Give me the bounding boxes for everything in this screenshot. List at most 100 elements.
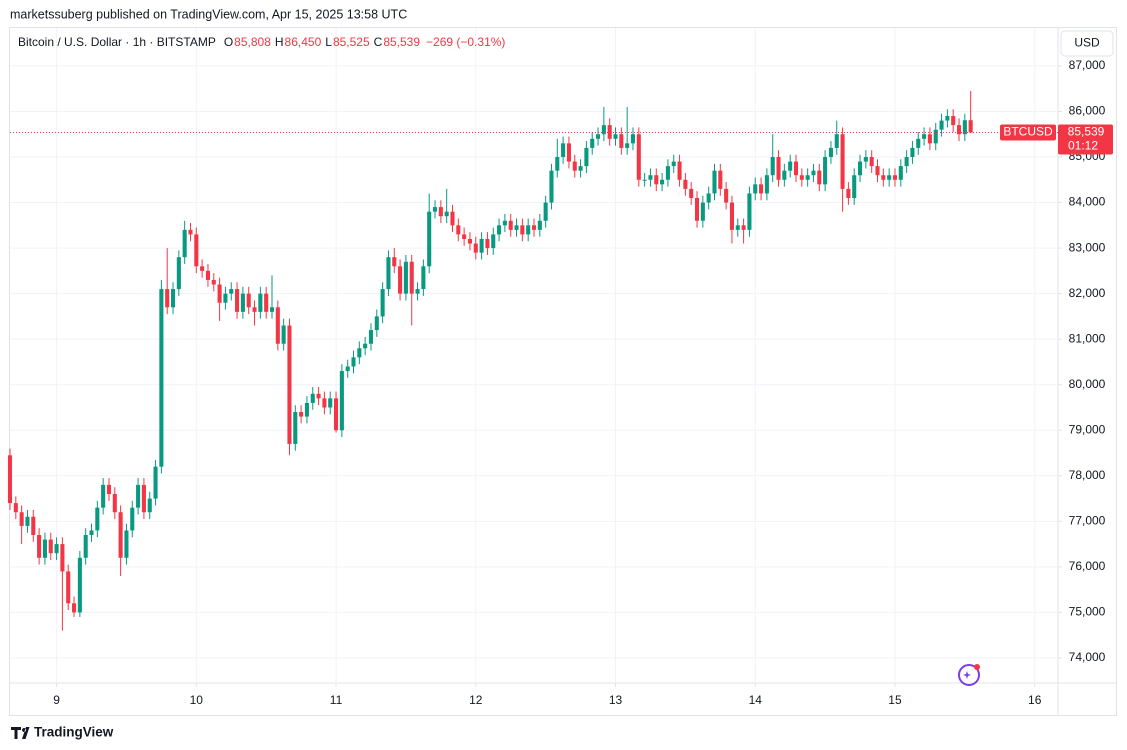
candle-body bbox=[683, 179, 688, 189]
candle-body bbox=[147, 498, 152, 513]
candle-body bbox=[596, 134, 601, 139]
y-tick-label: 74,000 bbox=[1069, 650, 1106, 664]
candle-body bbox=[7, 455, 13, 504]
candle-body bbox=[252, 307, 257, 312]
candle-body bbox=[927, 134, 932, 144]
candle-body bbox=[898, 166, 903, 180]
candle-body bbox=[805, 175, 810, 180]
candle-body bbox=[264, 293, 269, 312]
candle-body bbox=[497, 225, 502, 235]
ohlc-value: 85,539 bbox=[383, 35, 420, 49]
candle-body bbox=[235, 289, 240, 312]
x-tick-label: 9 bbox=[53, 693, 60, 707]
ticker-tag bbox=[1000, 124, 1056, 141]
candle-body bbox=[811, 170, 816, 176]
candle-body bbox=[432, 207, 438, 212]
candle-body bbox=[630, 134, 636, 144]
ohlc-value: 85,808 bbox=[234, 35, 271, 49]
candle-body bbox=[945, 116, 950, 121]
candle-body bbox=[368, 330, 374, 344]
candle-body bbox=[31, 516, 36, 535]
candle-body bbox=[922, 134, 927, 139]
candle-body bbox=[112, 494, 117, 513]
candle-body bbox=[304, 402, 309, 417]
ohlc-label: L bbox=[325, 35, 332, 49]
candle-body bbox=[636, 134, 641, 180]
y-tick-label: 79,000 bbox=[1069, 422, 1106, 436]
brand-logo bbox=[11, 727, 30, 739]
candle-body bbox=[956, 125, 962, 135]
y-tick-label: 76,000 bbox=[1069, 559, 1106, 573]
candle-body bbox=[584, 147, 589, 167]
candle-body bbox=[159, 289, 164, 467]
candle-body bbox=[619, 134, 624, 148]
candle-body bbox=[188, 229, 193, 235]
candle-body bbox=[485, 238, 490, 249]
candle-body bbox=[240, 293, 245, 312]
candle-body bbox=[863, 157, 868, 162]
y-tick-label: 77,000 bbox=[1069, 514, 1106, 528]
candle-body bbox=[438, 207, 443, 217]
candle-body bbox=[54, 544, 59, 554]
candle-body bbox=[764, 175, 769, 194]
candle-body bbox=[194, 234, 199, 267]
price-tag bbox=[1058, 124, 1113, 155]
candle-body bbox=[665, 166, 670, 180]
candle-body bbox=[572, 161, 577, 171]
x-tick-label: 16 bbox=[1028, 693, 1042, 707]
candle-body bbox=[951, 116, 956, 126]
brand-name: TradingView bbox=[34, 725, 114, 740]
candle-body bbox=[141, 484, 146, 513]
candle-body bbox=[130, 507, 135, 531]
candle-body bbox=[42, 539, 47, 558]
candle-body bbox=[514, 225, 519, 230]
candle-body bbox=[566, 143, 571, 162]
ohlc-label: C bbox=[374, 35, 383, 49]
candle-body bbox=[858, 161, 863, 176]
candle-body bbox=[689, 188, 694, 198]
candle-body bbox=[694, 197, 700, 221]
candle-body bbox=[869, 157, 874, 167]
y-tick-label: 83,000 bbox=[1069, 240, 1106, 254]
assistant-icon[interactable] bbox=[958, 664, 980, 686]
candles bbox=[7, 90, 973, 631]
candle-body bbox=[299, 412, 304, 417]
candle-body bbox=[782, 170, 787, 180]
x-tick-label: 10 bbox=[190, 693, 204, 707]
candle-body bbox=[933, 129, 938, 144]
candle-body bbox=[823, 157, 828, 185]
candle-body bbox=[456, 225, 461, 235]
x-tick-label: 13 bbox=[609, 693, 623, 707]
candle-body bbox=[409, 261, 414, 294]
price-change: −269 (−0.31%) bbox=[426, 35, 505, 49]
candle-body bbox=[101, 484, 106, 508]
candle-body bbox=[531, 225, 537, 230]
candle-body bbox=[718, 170, 723, 189]
candle-body bbox=[322, 398, 327, 408]
candle-body bbox=[642, 179, 647, 181]
candle-body bbox=[223, 293, 228, 303]
candle-body bbox=[229, 289, 234, 294]
candle-body bbox=[287, 325, 292, 444]
candle-body bbox=[834, 134, 839, 148]
candle-body bbox=[508, 220, 513, 230]
currency-label[interactable]: USD bbox=[1074, 36, 1100, 50]
candle-body bbox=[153, 466, 158, 499]
candle-body bbox=[339, 371, 344, 431]
candle-body bbox=[118, 512, 123, 558]
candle-body bbox=[462, 234, 467, 239]
candle-body bbox=[415, 289, 420, 294]
currency-button[interactable] bbox=[1060, 30, 1114, 57]
candle-body bbox=[840, 134, 845, 189]
x-tick-label: 14 bbox=[749, 693, 763, 707]
candle-body bbox=[724, 188, 729, 203]
candle-body bbox=[741, 225, 746, 230]
y-tick-label: 80,000 bbox=[1069, 377, 1106, 391]
candle-body bbox=[386, 257, 391, 290]
candle-body bbox=[403, 261, 408, 294]
candle-body bbox=[543, 202, 548, 221]
candle-body bbox=[788, 161, 793, 171]
candle-body bbox=[316, 393, 321, 399]
candle-body bbox=[712, 170, 717, 194]
candle-body bbox=[37, 534, 42, 558]
